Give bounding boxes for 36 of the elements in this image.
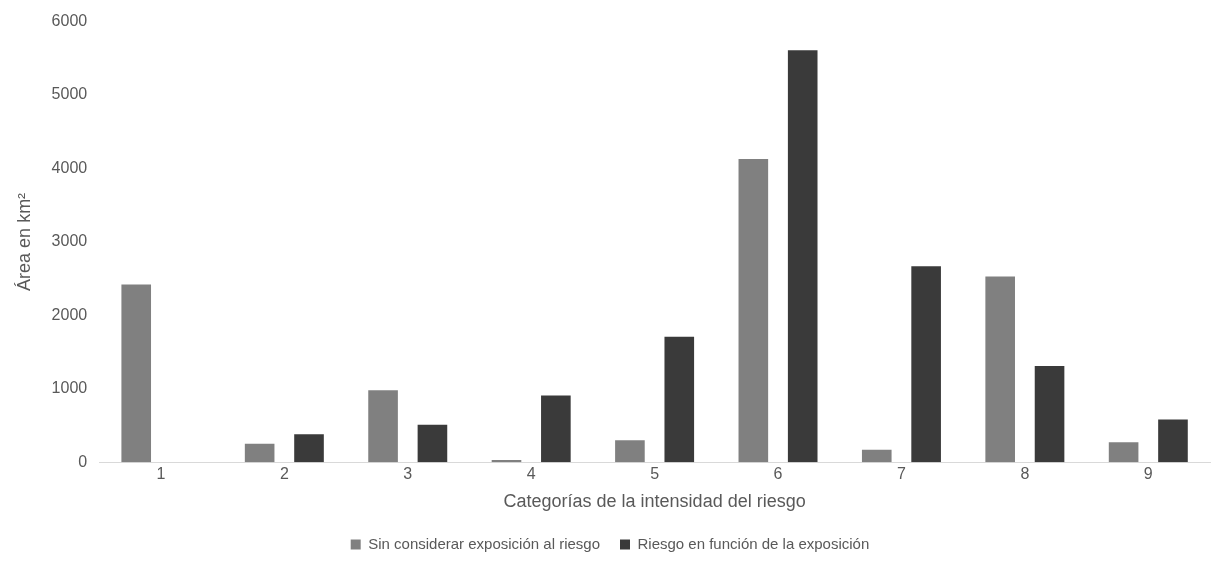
bar [1034, 366, 1065, 463]
y-tick-label: 5000 [51, 85, 88, 103]
bar [417, 424, 448, 463]
legend-label: Sin considerar exposición al riesgo [368, 534, 600, 552]
bar [861, 449, 892, 463]
bar [985, 276, 1015, 463]
bar [738, 158, 769, 463]
x-tick-label: 6 [773, 465, 783, 483]
bar [911, 266, 941, 463]
bar [244, 443, 275, 463]
bar [541, 395, 571, 463]
legend-label: Riesgo en función de la exposición [637, 534, 870, 552]
y-axis-title: Área en km² [13, 192, 34, 291]
x-axis-title: Categorías de la intensidad del riesgo [503, 491, 806, 512]
x-tick-label: 8 [1020, 465, 1030, 483]
bar [615, 440, 645, 463]
x-tick-label: 7 [896, 465, 906, 483]
x-tick-label: 9 [1143, 465, 1153, 483]
x-tick-label: 1 [156, 465, 166, 483]
bar [664, 336, 695, 463]
x-tick-label: 4 [526, 465, 536, 483]
y-tick-label: 6000 [51, 12, 88, 30]
y-tick-label: 1000 [51, 379, 88, 397]
x-tick-label: 5 [650, 465, 660, 483]
bar [121, 284, 152, 463]
x-tick-label: 2 [279, 465, 289, 483]
bar [787, 50, 818, 463]
bar [368, 390, 398, 463]
bar [294, 434, 324, 463]
bar [1158, 419, 1188, 463]
bar [1108, 442, 1139, 463]
x-tick-label: 3 [403, 465, 413, 483]
y-tick-label: 2000 [51, 305, 88, 323]
y-tick-label: 0 [78, 452, 88, 470]
y-tick-label: 3000 [51, 232, 88, 250]
y-tick-label: 4000 [51, 158, 88, 176]
